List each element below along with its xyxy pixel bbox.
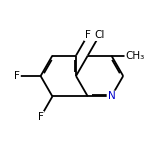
Text: F: F: [85, 30, 91, 40]
Text: N: N: [107, 91, 115, 101]
Text: CH₃: CH₃: [125, 51, 145, 61]
Text: F: F: [38, 112, 44, 122]
Text: F: F: [14, 71, 20, 81]
Text: Cl: Cl: [94, 30, 105, 40]
